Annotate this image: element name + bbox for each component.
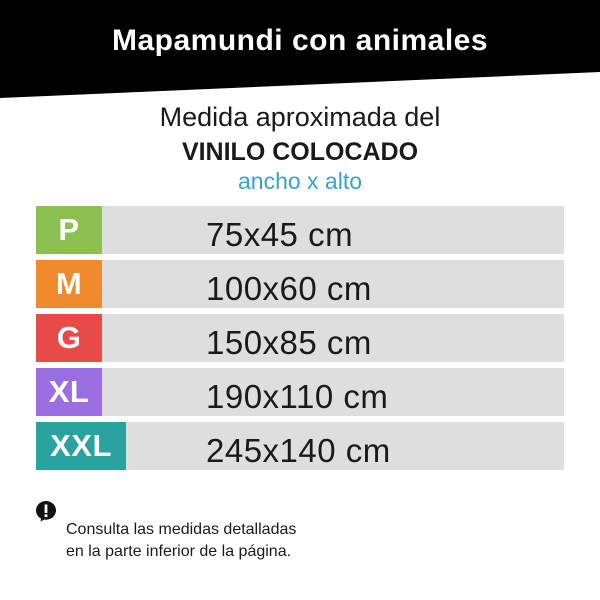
note-line-2: en la parte inferior de la página.: [66, 543, 292, 560]
size-row-bar: [36, 368, 564, 416]
note-line-1: Consulta las medidas detalladas: [66, 521, 297, 538]
subtitle-vinyl: VINILO COLOCADO: [181, 138, 419, 166]
size-row-p: P 75x45 cm: [36, 206, 564, 254]
size-value-p: 75x45 cm: [206, 216, 354, 253]
size-row-g: G 150x85 cm: [36, 314, 564, 362]
subtitle-dimensions-hint: ancho x alto: [237, 168, 363, 194]
size-value-g: 150x85 cm: [206, 324, 372, 361]
size-row-bar: [36, 206, 564, 254]
size-badge-g: G: [36, 314, 102, 362]
size-row-xl: XL 190x110 cm: [36, 368, 564, 416]
size-value-xxl: 245x140 cm: [206, 432, 391, 469]
subtitle-measure: Medida aproximada del: [159, 102, 441, 132]
size-badge-xl: XL: [36, 368, 102, 416]
info-icon: [36, 501, 56, 522]
size-row-bar: [36, 314, 564, 362]
size-badge-p: P: [36, 206, 102, 254]
size-value-m: 100x60 cm: [206, 270, 372, 307]
size-row-m: M 100x60 cm: [36, 260, 564, 308]
size-badge-xxl: XXL: [36, 422, 126, 470]
page-title: Mapamundi con animales: [111, 24, 489, 57]
size-table: P 75x45 cm M 100x60 cm G 150x85 cm XL 19…: [36, 206, 564, 476]
note-text: Consulta las medidas detalladas en la pa…: [66, 519, 426, 563]
size-badge-m: M: [36, 260, 102, 308]
size-value-xl: 190x110 cm: [206, 378, 389, 415]
size-row-xxl: XXL 245x140 cm: [36, 422, 564, 470]
size-row-bar: [36, 260, 564, 308]
